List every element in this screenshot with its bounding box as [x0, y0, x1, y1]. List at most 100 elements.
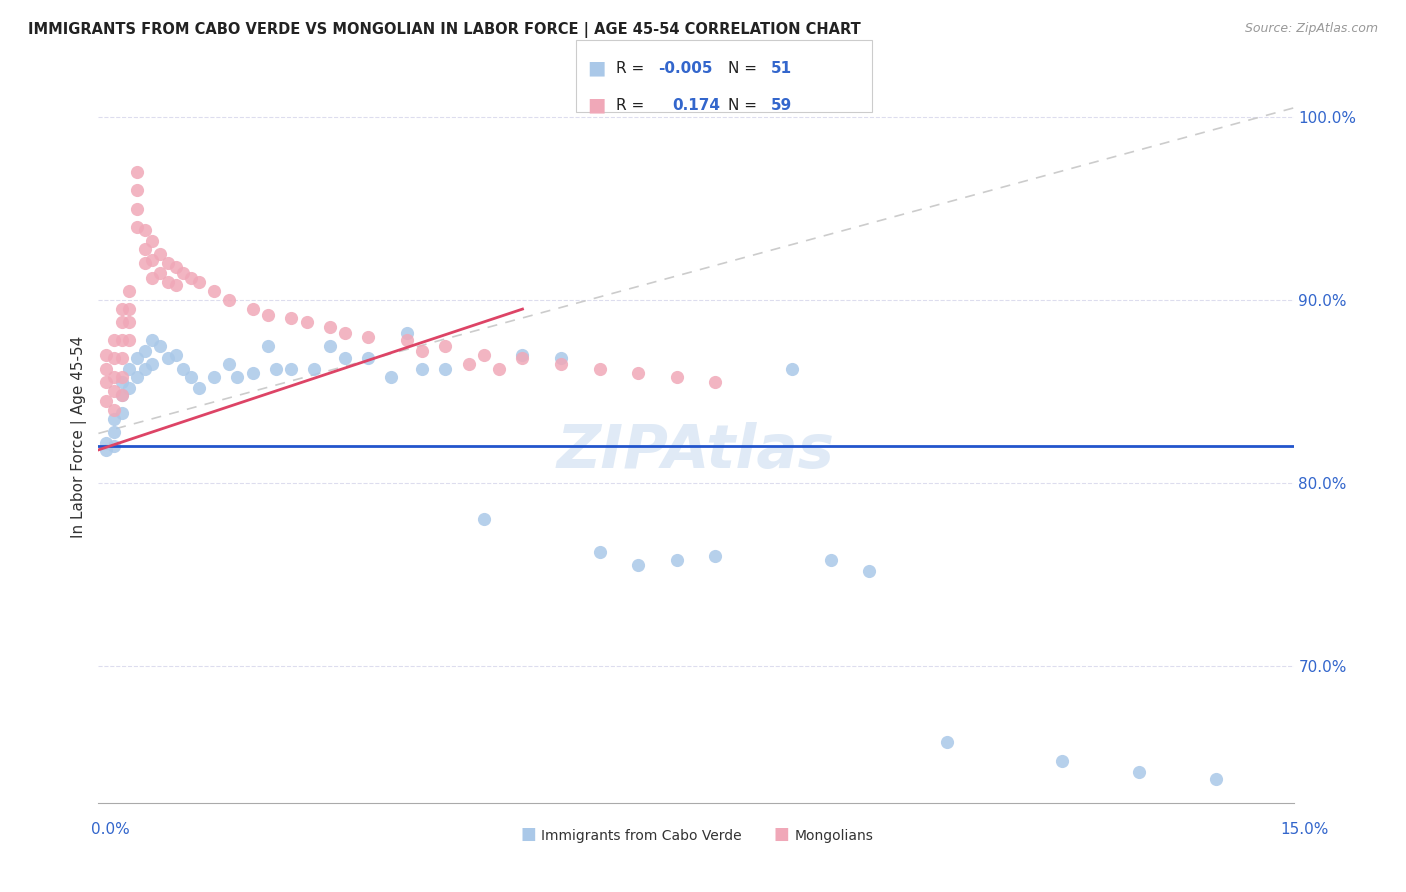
Point [103, 384, 125, 399]
Point [103, 439, 125, 453]
Point [434, 338, 457, 352]
Point [134, 223, 156, 237]
Point [257, 308, 280, 322]
Point [125, 219, 148, 234]
Point [457, 357, 479, 371]
Point [94, 362, 117, 376]
Text: 0.0%: 0.0% [91, 822, 131, 837]
Point [118, 333, 141, 347]
Point [704, 549, 727, 563]
Point [665, 369, 688, 384]
Point [1128, 764, 1150, 779]
Point [125, 351, 148, 366]
Point [125, 165, 148, 179]
Point [103, 333, 125, 347]
Point [357, 351, 380, 366]
Point [134, 256, 156, 270]
Text: 59: 59 [770, 98, 792, 113]
Point [149, 338, 172, 352]
Point [110, 315, 132, 329]
Point [141, 271, 163, 285]
Point [125, 202, 148, 216]
Point [149, 265, 172, 279]
Point [94, 435, 117, 450]
Point [411, 362, 433, 376]
Point [141, 333, 163, 347]
Text: IMMIGRANTS FROM CABO VERDE VS MONGOLIAN IN LABOR FORCE | AGE 45-54 CORRELATION C: IMMIGRANTS FROM CABO VERDE VS MONGOLIAN … [28, 22, 860, 38]
Point [118, 381, 141, 395]
Point [165, 348, 187, 362]
Text: ZIPAtlas: ZIPAtlas [557, 422, 835, 481]
Point [118, 315, 141, 329]
Point [226, 369, 249, 384]
Point [94, 375, 117, 389]
Point [94, 442, 117, 457]
Point [156, 256, 179, 270]
Point [156, 275, 179, 289]
Point [319, 320, 342, 334]
Text: N =: N = [728, 61, 758, 76]
Point [118, 284, 141, 298]
Point [218, 293, 240, 307]
Text: ■: ■ [588, 58, 606, 77]
Point [110, 351, 132, 366]
Point [512, 351, 534, 366]
Text: ■: ■ [520, 825, 536, 843]
Point [172, 265, 194, 279]
Point [550, 351, 572, 366]
Point [141, 357, 163, 371]
Point [488, 362, 510, 376]
Point [134, 362, 156, 376]
Text: Source: ZipAtlas.com: Source: ZipAtlas.com [1244, 22, 1378, 36]
Point [1205, 772, 1227, 786]
Point [103, 411, 125, 425]
Point [103, 425, 125, 439]
Point [935, 735, 957, 749]
Point [280, 311, 302, 326]
Point [665, 552, 688, 566]
Point [512, 348, 534, 362]
Point [411, 344, 433, 359]
Text: 15.0%: 15.0% [1281, 822, 1329, 837]
Point [103, 351, 125, 366]
Point [1050, 754, 1073, 768]
Point [550, 357, 572, 371]
Point [280, 362, 302, 376]
Text: 0.174: 0.174 [672, 98, 720, 113]
Text: R =: R = [616, 98, 644, 113]
Text: N =: N = [728, 98, 758, 113]
Point [110, 388, 132, 402]
Point [202, 369, 225, 384]
Text: ■: ■ [773, 825, 789, 843]
Point [94, 348, 117, 362]
Point [704, 375, 727, 389]
Point [118, 362, 141, 376]
Point [319, 338, 342, 352]
Point [110, 301, 132, 316]
Y-axis label: In Labor Force | Age 45-54: In Labor Force | Age 45-54 [72, 336, 87, 538]
Point [395, 333, 418, 347]
Point [782, 362, 804, 376]
Point [202, 284, 225, 298]
Point [333, 326, 356, 340]
Point [395, 326, 418, 340]
Point [172, 362, 194, 376]
Point [264, 362, 287, 376]
Point [357, 329, 380, 343]
Point [110, 369, 132, 384]
Point [187, 275, 209, 289]
Point [141, 252, 163, 267]
Text: R =: R = [616, 61, 644, 76]
Point [434, 362, 457, 376]
Point [125, 183, 148, 197]
Point [110, 375, 132, 389]
Point [472, 348, 495, 362]
Text: ■: ■ [588, 95, 606, 114]
Point [103, 402, 125, 417]
Point [134, 242, 156, 256]
Point [858, 564, 880, 578]
Point [94, 393, 117, 408]
Text: Immigrants from Cabo Verde: Immigrants from Cabo Verde [541, 829, 742, 843]
Point [187, 381, 209, 395]
Point [110, 388, 132, 402]
